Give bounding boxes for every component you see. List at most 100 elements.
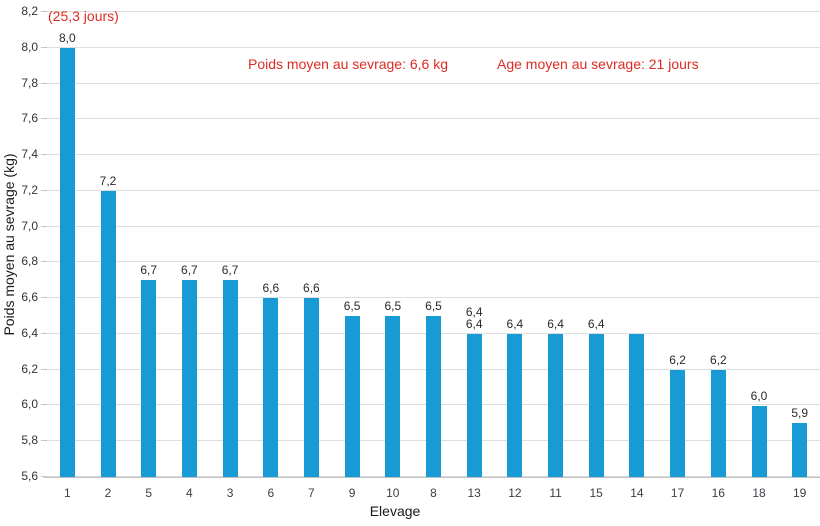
bar-value-label: 6,2 bbox=[709, 352, 727, 367]
x-axis-title: Elevage bbox=[369, 503, 421, 519]
x-tick-label: 15 bbox=[589, 486, 603, 500]
x-tick-label: 8 bbox=[430, 486, 437, 500]
bar-value-label: 6,4 bbox=[465, 304, 483, 319]
gridline bbox=[44, 11, 820, 12]
y-tick-label: 8,2 bbox=[21, 4, 38, 18]
bar bbox=[792, 423, 808, 477]
bar bbox=[344, 316, 360, 477]
x-tick-label: 13 bbox=[467, 486, 481, 500]
chart-annotation: Poids moyen au sevrage: 6,6 kg bbox=[248, 56, 449, 72]
chart-annotation: (25,3 jours) bbox=[48, 8, 119, 24]
y-axis-tick bbox=[41, 118, 47, 119]
bar-value-label: 6,5 bbox=[343, 299, 361, 313]
bar bbox=[181, 280, 197, 477]
x-tick-label: 6 bbox=[267, 486, 275, 500]
y-axis-tick bbox=[41, 261, 47, 262]
gridline bbox=[44, 226, 820, 227]
x-tick-label: 17 bbox=[670, 486, 685, 500]
y-tick-label: 6,4 bbox=[21, 326, 38, 340]
bar bbox=[222, 280, 238, 477]
x-tick-label: 14 bbox=[630, 486, 644, 500]
bar bbox=[629, 333, 645, 477]
bar-value-label: 6,6 bbox=[303, 281, 320, 296]
bar-value-label: 6,6 bbox=[262, 281, 280, 296]
bar-value-label: 8,0 bbox=[58, 30, 76, 45]
y-tick-label: 8,0 bbox=[21, 40, 38, 54]
y-axis-tick bbox=[41, 154, 47, 155]
gridline bbox=[44, 190, 820, 191]
bar-value-label: 6,4 bbox=[547, 316, 564, 331]
x-axis-line bbox=[44, 477, 820, 478]
y-axis-tick bbox=[41, 404, 47, 405]
x-tick-label: 18 bbox=[752, 486, 766, 500]
bar bbox=[100, 190, 116, 477]
bar bbox=[385, 316, 401, 477]
gridline bbox=[44, 297, 820, 298]
bar-value-label: 6,7 bbox=[181, 263, 198, 278]
bar bbox=[588, 333, 604, 477]
gridline bbox=[44, 118, 820, 119]
x-tick-label: 5 bbox=[145, 486, 153, 500]
x-tick-label: 9 bbox=[348, 486, 356, 500]
y-axis-tick bbox=[41, 190, 47, 191]
x-tick-label: 1 bbox=[63, 486, 71, 500]
x-tick-label: 2 bbox=[104, 486, 112, 500]
y-tick-label: 5,6 bbox=[21, 469, 38, 483]
y-axis-tick bbox=[41, 297, 47, 298]
bar bbox=[751, 405, 767, 477]
bar-value-label: 6,7 bbox=[140, 263, 158, 278]
y-tick-label: 7,8 bbox=[21, 76, 38, 90]
y-tick-label: 5,8 bbox=[21, 433, 38, 447]
x-tick-label: 3 bbox=[226, 486, 234, 500]
bar bbox=[426, 316, 441, 477]
bar-value-label: 6,4 bbox=[465, 316, 483, 331]
y-tick-label: 7,0 bbox=[21, 219, 38, 233]
y-axis-tick bbox=[41, 369, 47, 370]
x-tick-label: 4 bbox=[186, 486, 193, 500]
bar bbox=[263, 298, 279, 477]
bar-value-label: 7,2 bbox=[99, 173, 117, 188]
bar bbox=[507, 333, 523, 477]
bar-value-label: 6,5 bbox=[425, 299, 442, 313]
bar-value-label: 6,0 bbox=[750, 388, 768, 403]
gridline bbox=[44, 83, 820, 84]
gridline bbox=[44, 261, 820, 262]
x-tick-label: 11 bbox=[549, 486, 562, 500]
y-axis-tick bbox=[41, 47, 47, 48]
y-axis-tick bbox=[41, 226, 47, 227]
y-axis-tick bbox=[41, 11, 47, 12]
chart-annotation: Age moyen au sevrage: 21 jours bbox=[497, 56, 699, 72]
bar bbox=[59, 47, 75, 477]
bar bbox=[303, 298, 319, 477]
bar-value-label: 5,9 bbox=[791, 406, 809, 421]
y-tick-label: 6,6 bbox=[21, 290, 38, 304]
bar-value-label: 6,5 bbox=[384, 299, 402, 313]
y-axis-tick bbox=[41, 83, 47, 84]
y-tick-label: 7,2 bbox=[21, 183, 38, 197]
y-tick-label: 6,0 bbox=[21, 397, 38, 411]
x-tick-label: 7 bbox=[308, 486, 315, 500]
bar-value-label: 6,4 bbox=[587, 316, 605, 331]
bar bbox=[466, 333, 482, 477]
y-tick-label: 7,6 bbox=[21, 111, 38, 125]
bar bbox=[670, 369, 686, 477]
bar bbox=[710, 369, 726, 477]
y-tick-label: 6,8 bbox=[21, 254, 38, 268]
gridline bbox=[44, 154, 820, 155]
bar bbox=[548, 333, 564, 477]
y-tick-label: 7,4 bbox=[21, 147, 38, 161]
y-axis-title: Poids moyen au sevrage (kg) bbox=[1, 153, 17, 336]
x-tick-label: 19 bbox=[793, 486, 807, 500]
y-axis-tick bbox=[41, 333, 47, 334]
x-tick-label: 12 bbox=[508, 486, 522, 500]
x-tick-label: 10 bbox=[386, 486, 400, 500]
y-axis-tick bbox=[41, 440, 47, 441]
x-tick-label: 16 bbox=[711, 486, 725, 500]
bar-value-label: 6,7 bbox=[221, 263, 239, 278]
gridline bbox=[44, 47, 820, 48]
bar-value-label: 6,4 bbox=[506, 316, 524, 331]
bar bbox=[141, 280, 157, 477]
bar-value-label: 6,2 bbox=[669, 352, 686, 367]
y-axis-tick bbox=[41, 476, 47, 477]
